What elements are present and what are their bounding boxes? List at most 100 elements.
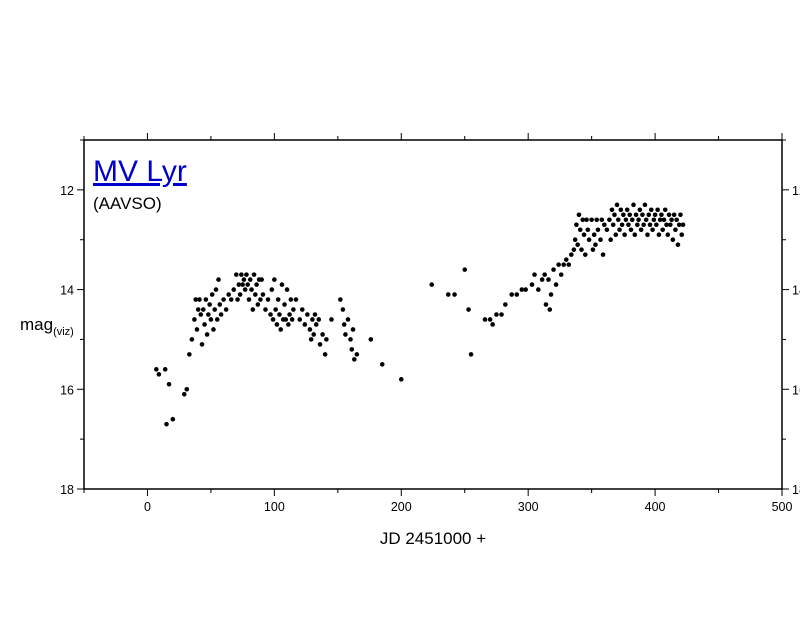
data-point: [322, 352, 328, 357]
data-point: [499, 312, 504, 317]
chart-title[interactable]: MV Lyr: [93, 155, 187, 188]
data-point: [310, 317, 315, 322]
data-point: [466, 307, 471, 312]
data-point: [164, 421, 169, 427]
data-point: [255, 302, 261, 307]
data-point: [202, 322, 207, 327]
data-point: [329, 317, 334, 322]
data-point: [206, 312, 211, 317]
data-point: [678, 212, 683, 218]
y-tick-label-right: 14: [792, 284, 800, 298]
data-point: [211, 327, 216, 332]
data-point: [543, 302, 549, 307]
data-point: [223, 307, 229, 312]
y-tick-label: 18: [60, 483, 74, 497]
data-point: [278, 327, 284, 332]
data-point: [662, 207, 668, 213]
data-point: [195, 307, 201, 312]
data-point: [218, 312, 224, 317]
data-point: [212, 307, 218, 312]
data-point: [272, 277, 277, 282]
data-point: [575, 242, 580, 247]
data-point: [284, 287, 290, 292]
data-point: [669, 217, 674, 223]
data-point: [154, 367, 159, 372]
data-point: [221, 297, 226, 302]
data-point: [242, 287, 248, 292]
data-point: [585, 227, 591, 233]
data-point: [348, 337, 353, 342]
data-point: [311, 332, 317, 337]
data-point: [193, 297, 198, 302]
data-point: [452, 292, 457, 297]
data-point: [217, 302, 223, 307]
data-point: [338, 297, 343, 302]
data-point: [579, 247, 584, 252]
data-point: [519, 287, 525, 292]
data-point: [638, 227, 644, 233]
data-point: [615, 217, 621, 223]
data-point: [610, 222, 616, 228]
data-point: [602, 222, 607, 228]
data-point: [239, 272, 244, 277]
data-point: [200, 307, 206, 312]
data-point: [184, 386, 190, 392]
y-tick-label-right: 18: [792, 483, 800, 497]
data-point: [532, 272, 537, 277]
data-point: [345, 317, 351, 322]
data-point: [368, 337, 374, 342]
data-point: [577, 227, 583, 233]
data-point: [629, 217, 635, 223]
data-point: [316, 317, 322, 322]
data-point: [268, 312, 273, 317]
y-tick-labels: 12 14 16 18: [60, 184, 74, 497]
data-point: [609, 207, 615, 213]
data-point: [670, 237, 676, 243]
x-tick-labels: 0 100 200 300 400 500: [144, 500, 792, 514]
data-point: [566, 262, 572, 267]
data-point: [593, 242, 598, 247]
data-point: [671, 212, 677, 218]
x-tick-label: 0: [144, 500, 151, 514]
data-point: [666, 212, 672, 218]
data-point: [591, 232, 597, 238]
y-tick-labels-right: 12 14 16 18: [792, 184, 800, 497]
data-point: [216, 277, 221, 282]
data-point: [563, 257, 569, 262]
data-point: [263, 307, 268, 312]
data-point: [503, 302, 508, 307]
data-point: [482, 317, 488, 322]
data-point: [571, 247, 577, 252]
data-point: [312, 312, 318, 317]
data-point: [244, 272, 249, 277]
data-point: [553, 282, 559, 287]
data-point: [618, 207, 624, 213]
data-point: [299, 307, 305, 312]
data-point: [343, 332, 348, 337]
x-tick-label: 300: [518, 500, 539, 514]
data-point: [536, 287, 541, 292]
data-point: [354, 352, 360, 357]
data-point: [632, 232, 638, 238]
data-point: [665, 232, 671, 238]
data-point: [604, 227, 610, 233]
data-point: [250, 307, 256, 312]
data-point: [270, 317, 276, 322]
y-tick-label: 16: [60, 383, 74, 397]
x-tick-label: 100: [264, 500, 285, 514]
y-axis-label: mag(viz): [20, 315, 74, 338]
data-point: [680, 222, 686, 228]
data-point: [529, 282, 535, 287]
data-point: [586, 237, 592, 243]
data-point: [226, 292, 231, 297]
data-point: [660, 227, 666, 233]
data-point: [561, 262, 567, 267]
data-point: [584, 217, 589, 223]
data-point: [652, 212, 658, 218]
data-point: [324, 337, 329, 342]
data-point: [228, 297, 234, 302]
data-point: [674, 217, 679, 223]
data-point: [313, 322, 319, 327]
data-point: [657, 217, 663, 223]
plot-frame: [83, 139, 783, 490]
